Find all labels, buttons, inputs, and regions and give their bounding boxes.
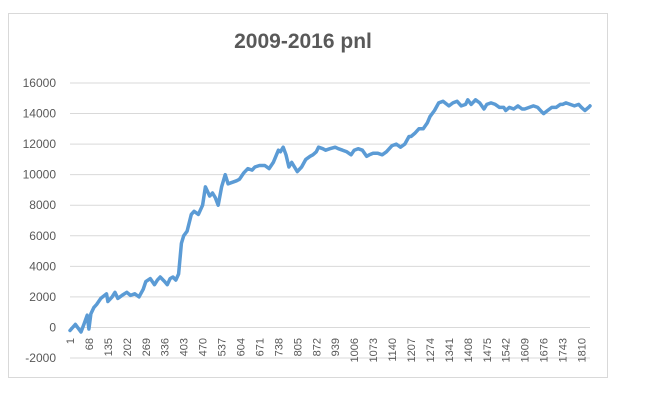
x-tick-label: 135 — [103, 338, 115, 356]
x-tick-label: 1542 — [501, 338, 513, 362]
x-tick-label: 1006 — [349, 338, 361, 362]
x-tick-label: 202 — [122, 338, 134, 356]
x-tick-label: 738 — [273, 338, 285, 356]
x-tick-label: 403 — [179, 338, 191, 356]
x-tick-label: 1609 — [520, 338, 532, 362]
y-tick-label: 8000 — [29, 198, 56, 212]
y-tick-label: 14000 — [23, 107, 57, 121]
x-tick-label: 671 — [254, 338, 266, 356]
y-tick-label: 12000 — [23, 137, 57, 151]
x-tick-label: 1073 — [368, 338, 380, 362]
x-tick-label: 1743 — [558, 338, 570, 362]
x-tick-label: 1475 — [482, 338, 494, 362]
y-tick-label: 6000 — [29, 229, 56, 243]
x-tick-label: 1207 — [406, 338, 418, 362]
x-tick-label: 336 — [160, 338, 172, 356]
x-tick-label: 1341 — [444, 338, 456, 362]
y-tick-label: 2000 — [29, 290, 56, 304]
x-tick-label: 537 — [217, 338, 229, 356]
x-tick-label: 68 — [84, 338, 96, 350]
y-tick-label: 0 — [49, 320, 56, 334]
y-tick-label: 16000 — [23, 76, 57, 90]
x-tick-label: 872 — [311, 338, 323, 356]
x-tick-label: 470 — [198, 338, 210, 356]
x-tick-label: 1 — [65, 338, 77, 344]
x-tick-label: 604 — [236, 338, 248, 356]
x-tick-label: 1408 — [463, 338, 475, 362]
x-tick-label: 939 — [330, 338, 342, 356]
chart-area — [8, 13, 608, 378]
y-tick-label: -2000 — [25, 351, 56, 365]
y-tick-label: 4000 — [29, 259, 56, 273]
chart-title: 2009-2016 pnl — [234, 30, 372, 53]
y-tick-label: 10000 — [23, 168, 57, 182]
x-tick-label: 1676 — [539, 338, 551, 362]
x-tick-label: 1140 — [387, 338, 399, 362]
series-line-0 — [68, 98, 592, 334]
x-tick-label: 1810 — [577, 338, 589, 362]
x-tick-label: 1274 — [425, 338, 437, 362]
x-tick-label: 269 — [141, 338, 153, 356]
x-tick-label: 805 — [292, 338, 304, 356]
